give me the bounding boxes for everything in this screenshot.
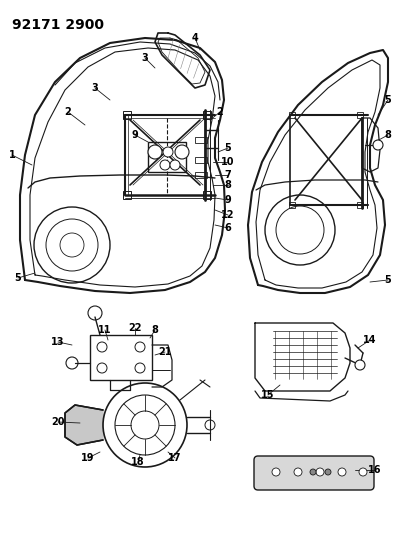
Text: 10: 10 xyxy=(221,157,235,167)
Text: 4: 4 xyxy=(192,33,198,43)
Text: 92171 2900: 92171 2900 xyxy=(12,18,104,32)
Text: 15: 15 xyxy=(261,390,275,400)
Bar xyxy=(289,112,295,118)
Bar xyxy=(195,172,207,178)
Text: 7: 7 xyxy=(225,170,231,180)
Text: 5: 5 xyxy=(385,275,391,285)
Text: 14: 14 xyxy=(363,335,377,345)
Circle shape xyxy=(272,468,280,476)
Circle shape xyxy=(170,160,180,170)
Circle shape xyxy=(338,468,346,476)
Text: 19: 19 xyxy=(81,453,95,463)
Text: 17: 17 xyxy=(168,453,182,463)
Circle shape xyxy=(373,140,383,150)
Text: 2: 2 xyxy=(65,107,71,117)
Text: 3: 3 xyxy=(142,53,148,63)
Text: 2: 2 xyxy=(217,107,223,117)
Circle shape xyxy=(163,147,173,157)
Text: 16: 16 xyxy=(368,465,382,475)
Text: 20: 20 xyxy=(51,417,65,427)
Text: 6: 6 xyxy=(225,223,231,233)
Bar xyxy=(148,142,186,172)
Text: 5: 5 xyxy=(15,273,21,283)
Text: 8: 8 xyxy=(225,180,231,190)
Circle shape xyxy=(310,469,316,475)
Text: 5: 5 xyxy=(225,143,231,153)
Text: 5: 5 xyxy=(385,95,391,105)
Text: 18: 18 xyxy=(131,457,145,467)
Text: 13: 13 xyxy=(51,337,65,347)
Text: 21: 21 xyxy=(158,347,172,357)
Text: 1: 1 xyxy=(9,150,15,160)
Text: 8: 8 xyxy=(152,325,158,335)
Circle shape xyxy=(175,145,189,159)
Bar xyxy=(123,111,131,119)
Circle shape xyxy=(294,468,302,476)
Text: 9: 9 xyxy=(225,195,231,205)
Bar xyxy=(289,202,295,208)
Bar xyxy=(357,202,363,208)
Text: 3: 3 xyxy=(91,83,98,93)
Circle shape xyxy=(160,160,170,170)
Bar xyxy=(195,137,207,143)
FancyBboxPatch shape xyxy=(254,456,374,490)
Circle shape xyxy=(359,468,367,476)
Circle shape xyxy=(355,360,365,370)
Bar xyxy=(123,191,131,199)
Bar xyxy=(203,191,211,199)
Circle shape xyxy=(316,468,324,476)
Text: 22: 22 xyxy=(128,323,142,333)
Text: 12: 12 xyxy=(221,210,235,220)
Text: 9: 9 xyxy=(131,130,138,140)
Bar xyxy=(195,157,207,163)
Bar xyxy=(203,111,211,119)
Text: 8: 8 xyxy=(385,130,391,140)
Bar xyxy=(357,112,363,118)
Circle shape xyxy=(148,145,162,159)
Polygon shape xyxy=(65,405,103,445)
Text: 11: 11 xyxy=(98,325,112,335)
Circle shape xyxy=(325,469,331,475)
